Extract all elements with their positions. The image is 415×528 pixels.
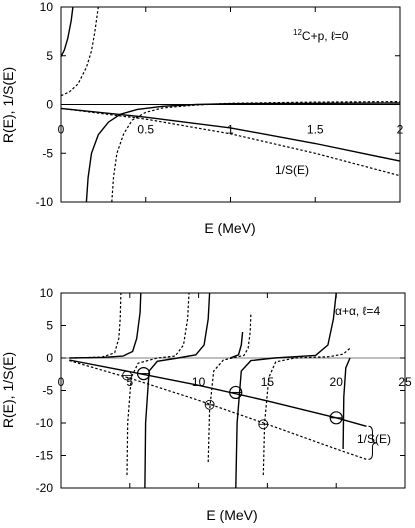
y-tick-label: -20 bbox=[36, 481, 54, 495]
series-curve-dotted bbox=[74, 292, 122, 359]
y-tick-label: 0 bbox=[46, 351, 53, 365]
x-tick-label: 0 bbox=[58, 375, 65, 389]
x-tick-label: 0.5 bbox=[137, 123, 154, 137]
series-curve-solid bbox=[229, 331, 244, 359]
y-tick-label: -5 bbox=[42, 384, 53, 398]
tick-layer-bottom: 0 5 10 15 20 25 -20 -15 -10 -5 0 5 10 bbox=[36, 286, 412, 495]
series-curve-dotted bbox=[207, 312, 252, 463]
annotation-label-bottom: α+α, ℓ=4 bbox=[335, 304, 380, 318]
y-tick-label: 0 bbox=[46, 98, 53, 112]
x-tick-label: 2 bbox=[397, 123, 404, 137]
series-layer-bottom bbox=[61, 292, 405, 489]
series-curve-dotted bbox=[60, 107, 401, 177]
plot-frame-bottom bbox=[60, 292, 406, 489]
annotation-superscript-top: 12 bbox=[293, 28, 302, 37]
x-tick-label: 20 bbox=[330, 375, 344, 389]
marker-layer-bottom bbox=[122, 367, 343, 430]
y-tick-label: -10 bbox=[36, 195, 54, 209]
x-tick-label: 5 bbox=[126, 375, 133, 389]
tick-layer-top: 0 0.5 1 1.5 2 -10 -5 0 5 10 bbox=[36, 0, 404, 209]
x-axis-label-top: E (MeV) bbox=[204, 220, 255, 236]
curve-label-bottom: 1/S(E) bbox=[357, 432, 391, 446]
series-curve-solid bbox=[69, 292, 142, 359]
series-curve-solid bbox=[342, 357, 351, 450]
x-axis-label-bottom: E (MeV) bbox=[206, 507, 257, 523]
x-tick-label: 10 bbox=[192, 375, 206, 389]
series-curve-dotted bbox=[126, 292, 190, 476]
curve-brace-bottom bbox=[368, 425, 377, 460]
series-curve-dotted bbox=[111, 101, 401, 203]
curve-label-top: 1/S(E) bbox=[275, 163, 309, 177]
y-tick-label: 10 bbox=[40, 0, 54, 14]
x-tick-label: 1 bbox=[227, 123, 234, 137]
series-curve-solid bbox=[69, 359, 367, 427]
series-layer-top bbox=[60, 6, 401, 203]
series-curve-dotted bbox=[69, 360, 367, 460]
series-curve-dotted bbox=[60, 6, 99, 97]
y-tick-label: -10 bbox=[36, 416, 54, 430]
series-curve-solid bbox=[235, 292, 337, 489]
y-axis-label-bottom: R(E), 1/S(E) bbox=[0, 352, 16, 428]
series-curve-dotted bbox=[262, 347, 351, 476]
y-tick-label: -15 bbox=[36, 449, 54, 463]
x-tick-label: 15 bbox=[261, 375, 275, 389]
y-tick-label: 5 bbox=[46, 49, 53, 63]
series-curve-solid bbox=[85, 102, 401, 203]
x-tick-label: 0 bbox=[58, 123, 65, 137]
series-curve-solid bbox=[60, 107, 401, 162]
y-tick-label: -5 bbox=[42, 146, 53, 160]
chart-bottom: 0 5 10 15 20 25 -20 -15 -10 -5 0 5 10 E (MeV) R(E), … bbox=[0, 286, 412, 523]
y-tick-label: 10 bbox=[40, 286, 54, 300]
y-axis-label-top: R(E), 1/S(E) bbox=[0, 67, 16, 143]
annotation-main-top: C+p, ℓ=0 bbox=[302, 29, 349, 43]
series-curve-solid bbox=[144, 292, 211, 489]
annotation-label-top: 12C+p, ℓ=0 bbox=[293, 28, 349, 43]
y-tick-label: 5 bbox=[46, 319, 53, 333]
x-tick-label: 25 bbox=[398, 375, 412, 389]
x-tick-label: 1.5 bbox=[307, 123, 324, 137]
series-curve-solid bbox=[60, 6, 74, 58]
